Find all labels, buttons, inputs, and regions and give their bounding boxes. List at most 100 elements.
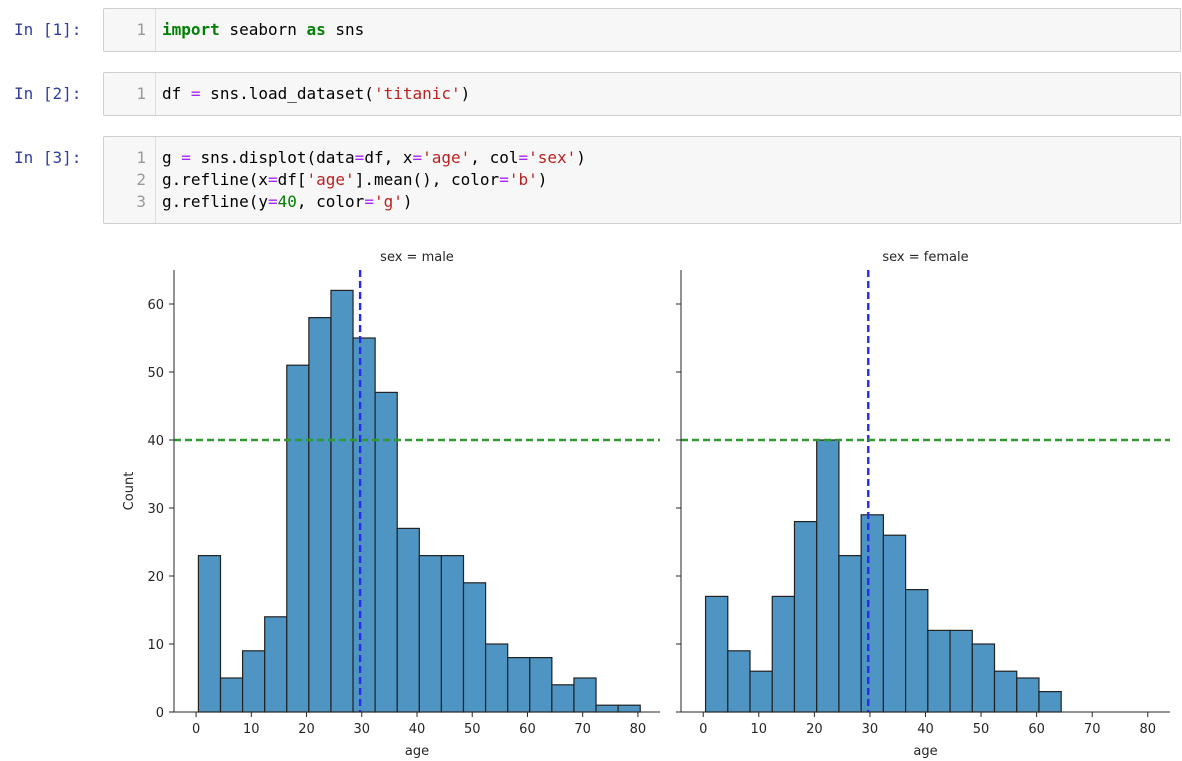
code-token: = — [499, 170, 509, 189]
code-token: = — [412, 148, 423, 167]
histogram-bar — [352, 337, 376, 713]
code-token: = — [267, 192, 278, 211]
code-token: = — [181, 148, 191, 167]
y-axis-label: Count — [122, 472, 137, 511]
histogram-bar — [264, 616, 288, 713]
histogram-bar — [617, 704, 641, 713]
code-text: import seaborn as sns — [162, 20, 364, 39]
histogram-bar — [927, 629, 951, 713]
y-tick-label: 40 — [147, 434, 164, 449]
displot-figure: 0 10 20 30 40 50 60 70 80 0 10 20 30 40 50 60 sex = male… — [122, 250, 1170, 759]
code-token: df — [162, 84, 191, 103]
histogram-bar — [418, 555, 443, 713]
histogram-bar — [816, 439, 840, 713]
histogram-bar — [971, 643, 996, 713]
code-line: 2 g.refline(x=df['age'].mean(), color='b'… — [104, 170, 1180, 192]
y-tick-label: 20 — [147, 570, 164, 585]
code-token: 'titanic' — [373, 84, 461, 103]
x-tick-label: 30 — [353, 722, 370, 737]
code-token: = — [518, 148, 529, 167]
histogram-bar — [1038, 691, 1062, 713]
x-tick-label: 70 — [1084, 722, 1101, 737]
histogram-bar — [308, 316, 332, 713]
histogram-bar — [838, 555, 862, 713]
histogram-bar — [727, 650, 751, 713]
code-cell[interactable]: In [3]: 1 g = sns.displot(data=df, x='age'… — [0, 136, 1182, 224]
code-token: sns — [325, 20, 365, 39]
histogram-bar — [860, 514, 884, 713]
histogram-bar — [595, 704, 619, 713]
code-cell[interactable]: In [2]: 1 df = sns.load_dataset('titanic') — [0, 72, 1182, 116]
histogram-bar — [905, 589, 929, 713]
line-number: 2 — [136, 170, 146, 189]
y-tick-label: 10 — [147, 638, 164, 653]
code-token: sns.displot(data — [190, 148, 355, 167]
x-tick-label: 70 — [574, 722, 591, 737]
x-tick-label: 20 — [298, 722, 315, 737]
x-axis-label: age — [405, 744, 429, 759]
histogram-bar — [993, 670, 1018, 713]
histogram-bar — [949, 629, 973, 713]
cell-prompt: In [1]: — [14, 20, 82, 39]
code-token: = — [364, 192, 374, 211]
code-token: ) — [402, 192, 413, 211]
code-token: ].mean(), color — [354, 170, 500, 189]
code-token: , col — [470, 148, 519, 167]
histogram-bar — [771, 595, 796, 713]
code-text: g.refline(x=df['age'].mean(), color='b') — [162, 170, 547, 189]
histogram-bar — [462, 582, 487, 713]
code-token: df[ — [277, 170, 307, 189]
code-token: g — [162, 148, 182, 167]
code-token: 'b' — [508, 170, 538, 189]
histogram-bar — [440, 555, 465, 713]
line-number-gutter — [104, 9, 156, 51]
line-number-gutter — [104, 137, 156, 223]
line-number-gutter — [104, 73, 156, 115]
x-tick-label: 80 — [630, 722, 647, 737]
code-token: = — [267, 170, 278, 189]
code-token: 40 — [277, 192, 297, 211]
y-tick-label: 60 — [147, 298, 164, 313]
x-tick-label: 0 — [699, 722, 707, 737]
code-token: 'g' — [373, 192, 403, 211]
histogram-bar — [507, 657, 531, 713]
code-line: 1 g = sns.displot(data=df, x='age', col='… — [104, 148, 1180, 170]
x-tick-label: 30 — [862, 722, 879, 737]
code-token: 'age' — [306, 170, 355, 189]
code-text: g = sns.displot(data=df, x='age', col='s… — [162, 148, 586, 167]
code-token: , color — [296, 192, 365, 211]
x-tick-label: 10 — [751, 722, 768, 737]
histogram-bar — [197, 555, 222, 713]
x-tick-label: 0 — [192, 722, 200, 737]
histogram-bar — [749, 670, 773, 713]
x-tick-label: 60 — [519, 722, 536, 737]
code-token: as — [306, 20, 326, 39]
chart-title: sex = male — [380, 250, 454, 265]
histogram-bar — [396, 527, 420, 713]
y-tick-label: 30 — [147, 502, 164, 517]
histogram-bar — [704, 595, 729, 713]
histogram-bar — [1016, 677, 1040, 713]
line-number: 1 — [136, 148, 146, 167]
code-input-area[interactable]: 1 import seaborn as sns — [103, 8, 1181, 52]
code-cell[interactable]: In [1]: 1 import seaborn as sns — [0, 8, 1182, 52]
histogram-bar — [219, 677, 244, 713]
histogram-bar — [551, 684, 575, 713]
cell-prompt: In [2]: — [14, 84, 82, 103]
x-tick-label: 10 — [243, 722, 260, 737]
line-number: 1 — [136, 20, 146, 39]
x-axis-label: age — [913, 744, 937, 759]
code-line: 1 import seaborn as sns — [104, 20, 1180, 42]
y-tick-label: 0 — [156, 706, 164, 721]
code-token: df, x — [364, 148, 413, 167]
y-tick-label: 50 — [147, 366, 164, 381]
histogram-bar — [286, 364, 310, 713]
code-input-area[interactable]: 1 df = sns.load_dataset('titanic') — [103, 72, 1181, 116]
code-line: 3 g.refline(y=40, color='g') — [104, 192, 1180, 214]
x-tick-label: 50 — [973, 722, 990, 737]
line-number: 1 — [136, 84, 146, 103]
histogram-bar — [529, 657, 553, 713]
line-number: 3 — [136, 192, 146, 211]
code-token: = — [190, 84, 201, 103]
